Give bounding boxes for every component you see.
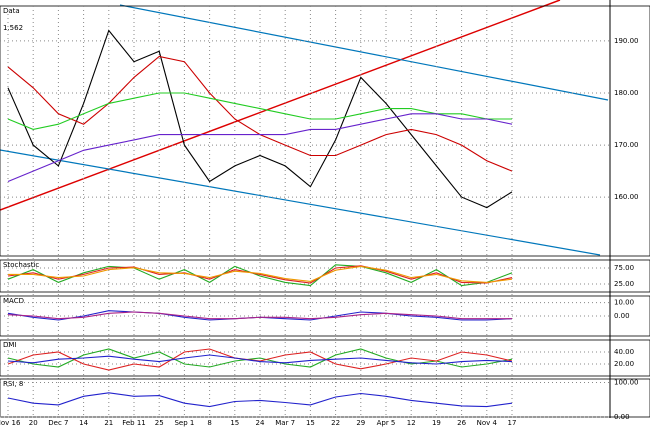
x-tick-label: 24 [256, 419, 265, 427]
series-line [7, 92, 512, 130]
x-tick-label: 19 [432, 419, 441, 427]
panel-title: MACD [3, 297, 24, 305]
series-line [7, 29, 513, 209]
x-tick-label: Mar 7 [275, 419, 295, 427]
panel-title: DMI [3, 341, 17, 349]
y-tick-label: 25.00 [614, 280, 634, 288]
panel [0, 259, 650, 293]
y-tick-label: 190.00 [614, 37, 639, 45]
panel-title: RSI, 8 [3, 380, 23, 388]
y-tick-label: 75.00 [614, 264, 634, 272]
y-tick-label: 180.00 [614, 89, 639, 97]
x-tick-label: 25 [155, 419, 164, 427]
x-tick-label: 29 [356, 419, 365, 427]
x-tick-label: 15 [230, 419, 239, 427]
x-tick-label: Dec 7 [48, 419, 68, 427]
channel-line [119, 4, 609, 101]
series-line [7, 354, 513, 365]
series-line [7, 348, 513, 368]
x-tick-label: Nov 16 [0, 419, 21, 427]
x-tick-label: 12 [407, 419, 416, 427]
y-tick-label: 0.00 [614, 413, 630, 421]
x-tick-label: 21 [104, 419, 113, 427]
channel-line [0, 149, 601, 256]
panel-title: Data [3, 7, 20, 15]
x-tick-label: 20 [29, 419, 38, 427]
y-tick-label: 100.00 [614, 378, 639, 386]
y-tick-label: 160.00 [614, 193, 639, 201]
trend-line [0, 0, 561, 211]
x-tick-label: 17 [508, 419, 517, 427]
series-line [8, 265, 513, 283]
series-line [7, 348, 513, 371]
y-tick-label: 20.00 [614, 360, 634, 368]
x-tick-label: Feb 11 [122, 419, 146, 427]
x-tick-label: 22 [331, 419, 340, 427]
x-tick-label: Sep 1 [174, 419, 194, 427]
panel [0, 295, 650, 337]
annotation: 1.562 [3, 24, 23, 32]
x-tick-label: Nov 4 [477, 419, 498, 427]
panel-title: Stochastic [3, 261, 39, 269]
y-tick-label: 170.00 [614, 141, 639, 149]
panel [0, 5, 650, 257]
series-line [7, 311, 512, 320]
x-tick-label: Apr 5 [377, 419, 396, 427]
series-line [7, 264, 513, 287]
series-line [7, 113, 513, 183]
x-tick-label: 8 [207, 419, 211, 427]
x-tick-label: 14 [79, 419, 88, 427]
panel [0, 339, 650, 377]
y-tick-label: 0.00 [614, 312, 630, 320]
series-line [7, 392, 513, 408]
x-tick-label: 26 [457, 419, 466, 427]
y-tick-label: 10.00 [614, 299, 634, 307]
x-tick-label: 15 [306, 419, 315, 427]
y-tick-label: 40.00 [614, 348, 634, 356]
